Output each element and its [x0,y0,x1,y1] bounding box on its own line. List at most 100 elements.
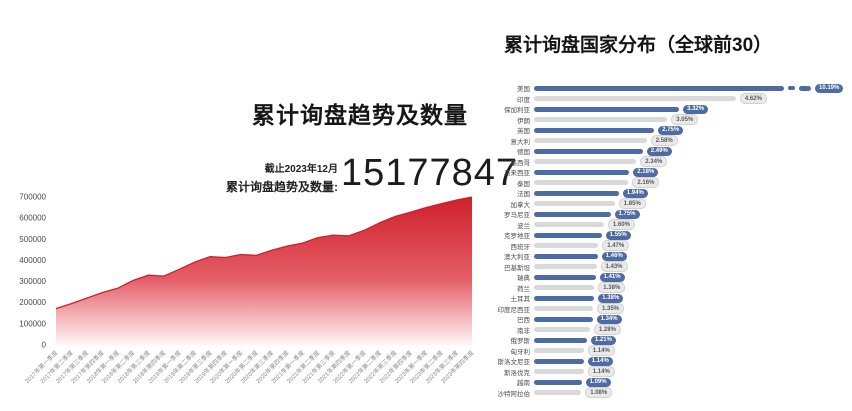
bar-track: 1.14% [534,366,850,377]
bar [534,96,736,101]
inquiry-trend-panel: 累计询盘趋势及数量 截止2023年12月 累计询盘趋势及数量: 15177847… [19,102,517,386]
bar-row: 澳大利亚 1.46% [488,251,850,261]
bar-track: 10.19% [534,83,850,93]
bar-track: 1.14% [534,345,850,356]
bar [534,190,619,196]
bar-track: 2.16% [534,177,850,188]
country-label: 西班牙 [510,243,531,251]
bar [534,316,593,322]
bar-track: 1.35% [534,303,850,314]
country-label: 南非 [517,327,530,335]
bar [534,243,599,248]
value-badge: 1.34% [596,314,622,324]
country-label: 沙特阿拉伯 [497,390,531,398]
bar-row: 南非 1.28% [488,324,850,335]
bar-track: 1.55% [534,230,850,240]
bar [534,159,637,164]
country-label: 瑞典 [517,275,530,282]
bar-track: 2.49% [534,146,850,156]
country-label: 美国 [517,86,530,93]
country-label: 泰国 [517,180,530,188]
y-axis-tick-label: 100000 [19,319,46,328]
y-axis-tick-label: 600000 [19,214,46,223]
bar-track: 1.94% [534,188,850,198]
y-axis-tick-label: 200000 [19,298,46,307]
value-badge: 1.35% [597,303,625,314]
total-annotation: 截止2023年12月 累计询盘趋势及数量: [110,160,338,195]
country-label: 斯洛文尼亚 [497,359,531,366]
country-label: 保加利亚 [504,107,530,114]
bar-track: 1.46% [534,251,850,261]
country-label: 斯洛伐克 [504,369,530,377]
value-badge: 1.60% [607,219,635,230]
bar [534,232,602,238]
bar-row: 越南 1.09% [488,377,850,387]
bar [534,358,584,364]
value-badge: 2.16% [632,177,660,188]
y-axis-tick-label: 500000 [19,235,46,244]
country-label: 土耳其 [510,296,531,303]
country-label: 德国 [517,149,530,156]
bar-row: 斯洛文尼亚 1.14% [488,356,850,366]
bar-track: 1.08% [534,387,850,398]
bar [534,264,597,269]
bar [534,138,647,143]
country-label: 巴西 [517,317,530,324]
value-badge: 1.41% [599,272,625,282]
bar-track: 1.38% [534,282,850,293]
value-badge: 3.05% [671,114,699,125]
bar-row: 巴西 1.34% [488,314,850,324]
bar [534,148,643,154]
bar-track: 1.60% [534,219,850,230]
value-badge: 1.09% [585,377,611,387]
trend-chart-title: 累计询盘趋势及数量 [252,102,468,128]
bar-row: 匈牙利 1.14% [488,345,850,356]
bar-track: 1.28% [534,324,850,335]
value-badge: 1.38% [598,282,626,293]
bar-row: 波兰 1.60% [488,219,850,230]
bar [534,306,593,311]
bar [534,295,595,301]
country-label: 澳大利亚 [504,254,530,261]
value-badge: 10.19% [815,83,844,93]
bar-track: 2.18% [534,167,850,177]
country-label: 俄罗斯 [510,338,531,345]
bar-track: 1.09% [534,377,850,387]
bar-row: 西班牙 1.47% [488,240,850,251]
area-series [56,197,472,345]
bar-row: 德国 2.49% [488,146,850,156]
country-label: 波兰 [517,222,530,230]
bar-row: 意大利 2.58% [488,135,850,146]
bar-track: 1.47% [534,240,850,251]
bar [534,127,655,133]
bar-row: 克罗地亚 1.55% [488,230,850,240]
country-label: 匈牙利 [510,348,531,356]
bar [534,369,584,374]
area-series-line [55,196,473,310]
value-badge: 1.14% [587,366,615,377]
bar-row: 美国 10.19% [488,83,850,93]
area-chart-svg: 0 100000 200000 300000 400000 500000 600000 700… [19,193,475,386]
bar [534,285,595,290]
bar [534,106,680,112]
bar-track: 1.43% [534,261,850,272]
bar-row: 马来西亚 2.18% [488,167,850,177]
country-label: 越南 [517,380,530,387]
value-badge: 2.75% [658,125,684,135]
bar [534,327,590,332]
value-badge: 1.43% [600,261,628,272]
bar [534,274,596,280]
country-label: 印度尼西亚 [497,306,531,314]
value-badge: 1.94% [622,188,648,198]
bar-row: 印度尼西亚 1.35% [488,303,850,314]
country-label: 意大利 [510,138,531,146]
bar-track: 4.62% [534,93,850,104]
as-of-date-label: 截止2023年12月 [264,164,338,175]
y-axis-tick-label: 300000 [19,277,46,286]
bar [534,85,784,91]
country-label: 英国 [517,128,530,135]
bar-row: 斯洛伐克 1.14% [488,366,850,377]
bar-track: 2.34% [534,156,850,167]
bar-row: 俄罗斯 1.21% [488,335,850,345]
